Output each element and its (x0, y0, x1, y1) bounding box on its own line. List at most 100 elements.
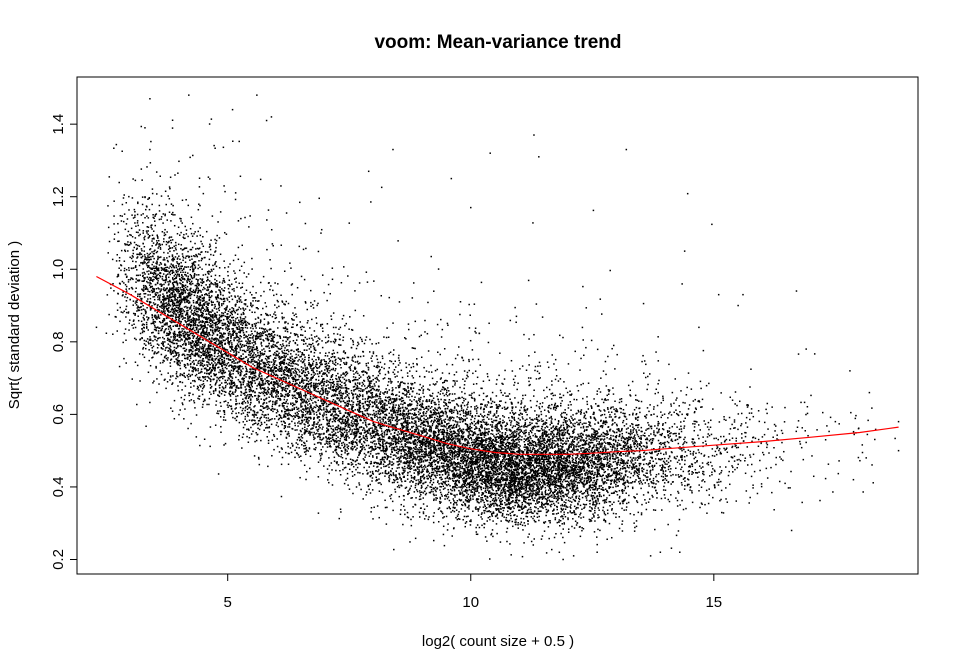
data-point (632, 429, 634, 431)
data-point (497, 486, 500, 488)
data-point (446, 423, 448, 425)
data-point (345, 390, 348, 393)
data-point (504, 474, 506, 476)
data-point (411, 425, 413, 428)
data-point (227, 287, 230, 290)
data-point (461, 430, 464, 433)
data-point (471, 397, 473, 399)
data-point (235, 358, 237, 361)
data-point (175, 319, 178, 321)
data-point (527, 452, 529, 454)
data-point (164, 347, 167, 349)
data-point (732, 466, 734, 469)
data-point (608, 486, 610, 488)
data-point (407, 446, 409, 448)
data-point (446, 415, 448, 417)
data-point (502, 394, 504, 397)
data-point (609, 504, 611, 507)
data-point (464, 490, 467, 493)
data-point (143, 356, 146, 359)
data-point (323, 465, 325, 467)
data-point (432, 452, 435, 454)
data-point (486, 520, 488, 522)
data-point (183, 335, 186, 337)
data-point (590, 470, 593, 473)
data-point (316, 432, 318, 435)
data-point (582, 527, 585, 530)
data-point (433, 450, 436, 453)
data-point (296, 379, 299, 381)
data-point (158, 327, 160, 329)
data-point (787, 487, 790, 489)
data-point (288, 369, 290, 372)
data-point (621, 462, 624, 464)
data-point (195, 287, 198, 290)
data-point (222, 280, 224, 282)
data-point (744, 431, 746, 434)
data-point (514, 514, 516, 516)
data-point (228, 284, 231, 286)
data-point (685, 507, 687, 510)
data-point (454, 496, 456, 498)
data-point (302, 369, 305, 372)
data-point (252, 409, 254, 412)
data-point (275, 316, 278, 319)
data-point (635, 424, 637, 427)
data-point (373, 383, 376, 385)
data-point (232, 372, 234, 375)
data-point (623, 484, 626, 486)
data-point (317, 387, 319, 390)
data-point (604, 423, 607, 426)
data-point (388, 474, 391, 477)
data-point (178, 334, 181, 336)
data-point (388, 389, 391, 391)
data-point (497, 456, 499, 459)
data-point (694, 398, 696, 401)
data-point (676, 455, 678, 458)
data-point (378, 365, 380, 368)
data-point (654, 392, 657, 395)
data-point (611, 449, 613, 451)
data-point (227, 266, 230, 268)
data-point (698, 437, 700, 440)
data-point (457, 445, 459, 448)
data-point (265, 423, 268, 426)
data-point (351, 449, 354, 451)
data-point (159, 327, 161, 329)
data-point (702, 472, 704, 475)
data-point (553, 442, 555, 445)
data-point (387, 456, 389, 459)
data-point (214, 303, 216, 306)
data-point (542, 466, 545, 468)
data-point (392, 478, 395, 481)
data-point (333, 456, 336, 459)
data-point (394, 446, 396, 448)
data-point (386, 327, 388, 329)
data-point (277, 382, 279, 384)
data-point (517, 464, 520, 467)
data-point (152, 213, 154, 216)
data-point (493, 401, 496, 404)
data-point (367, 367, 370, 369)
data-point (146, 166, 148, 168)
data-point (439, 449, 442, 452)
data-point (336, 383, 338, 385)
data-point (677, 442, 680, 445)
data-point (423, 455, 426, 458)
data-point (154, 213, 157, 216)
data-point (529, 485, 531, 488)
data-point (236, 395, 239, 397)
data-point (407, 387, 409, 389)
data-point (606, 475, 608, 478)
data-point (187, 272, 189, 274)
data-point (125, 311, 128, 314)
data-point (281, 387, 283, 389)
data-point (593, 474, 595, 476)
data-point (245, 340, 247, 342)
data-point (136, 307, 139, 309)
data-point (447, 405, 449, 408)
data-point (317, 410, 319, 412)
data-point (232, 385, 235, 387)
data-point (553, 479, 555, 482)
